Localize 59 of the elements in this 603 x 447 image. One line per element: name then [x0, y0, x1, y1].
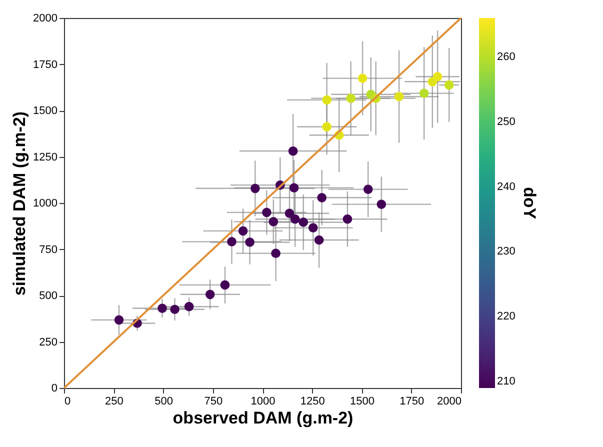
x-tick-label: 1250 [300, 396, 325, 408]
point [290, 214, 300, 224]
point [314, 235, 324, 245]
x-tick-label: 1500 [350, 396, 374, 408]
point [238, 226, 248, 236]
point [220, 280, 230, 290]
y-tick-label: 1250 [33, 151, 58, 164]
x-tick-label: 500 [154, 396, 173, 408]
point [444, 80, 454, 90]
point [271, 248, 280, 258]
point [262, 208, 272, 218]
point [245, 238, 254, 247]
point [317, 192, 327, 202]
y-axis-title: simulated DAM (g.m-2) [10, 111, 30, 296]
x-axis-title: observed DAM (g.m-2) [172, 408, 354, 428]
point [250, 184, 260, 194]
point [114, 315, 124, 325]
point [432, 72, 442, 82]
point [268, 217, 278, 226]
x-tick-label: 0 [64, 396, 71, 408]
color-bar-label: 230 [497, 246, 516, 258]
point [158, 304, 167, 313]
point [419, 88, 429, 98]
color-bar-label: 240 [497, 180, 516, 193]
x-tick-label: 2000 [437, 396, 462, 408]
color-bar-label: 260 [497, 50, 516, 63]
x-tick-label: 250 [104, 396, 124, 408]
point [184, 302, 194, 312]
point [376, 200, 386, 209]
point [289, 183, 299, 193]
point [227, 236, 236, 246]
point [363, 184, 373, 194]
y-tick-label: 2000 [33, 12, 58, 24]
point [298, 218, 308, 227]
x-tick-label: 1000 [250, 396, 276, 408]
y-tick-label: 750 [39, 244, 58, 256]
point [322, 122, 332, 132]
y-tick-label: 500 [39, 290, 58, 302]
point [322, 95, 332, 105]
point [346, 94, 356, 103]
color-bar-label: 220 [497, 310, 516, 323]
point [284, 208, 294, 218]
y-tick-label: 1500 [33, 105, 58, 117]
point [342, 214, 352, 224]
y-tick-label: 250 [39, 336, 58, 348]
color-bar-label: 210 [497, 376, 516, 388]
y-tick-label: 1000 [33, 198, 58, 210]
color-bar-title: doY [520, 186, 539, 220]
y-tick-label: 1750 [33, 58, 58, 71]
point [288, 146, 298, 156]
y-tick-label: 0 [51, 382, 58, 394]
x-tick-label: 1750 [400, 396, 424, 408]
point [170, 304, 180, 314]
x-tick-label: 750 [204, 396, 223, 408]
point [308, 223, 318, 232]
point [205, 290, 215, 300]
color-bar-label: 250 [497, 116, 516, 128]
point [394, 92, 404, 102]
point [358, 74, 368, 83]
